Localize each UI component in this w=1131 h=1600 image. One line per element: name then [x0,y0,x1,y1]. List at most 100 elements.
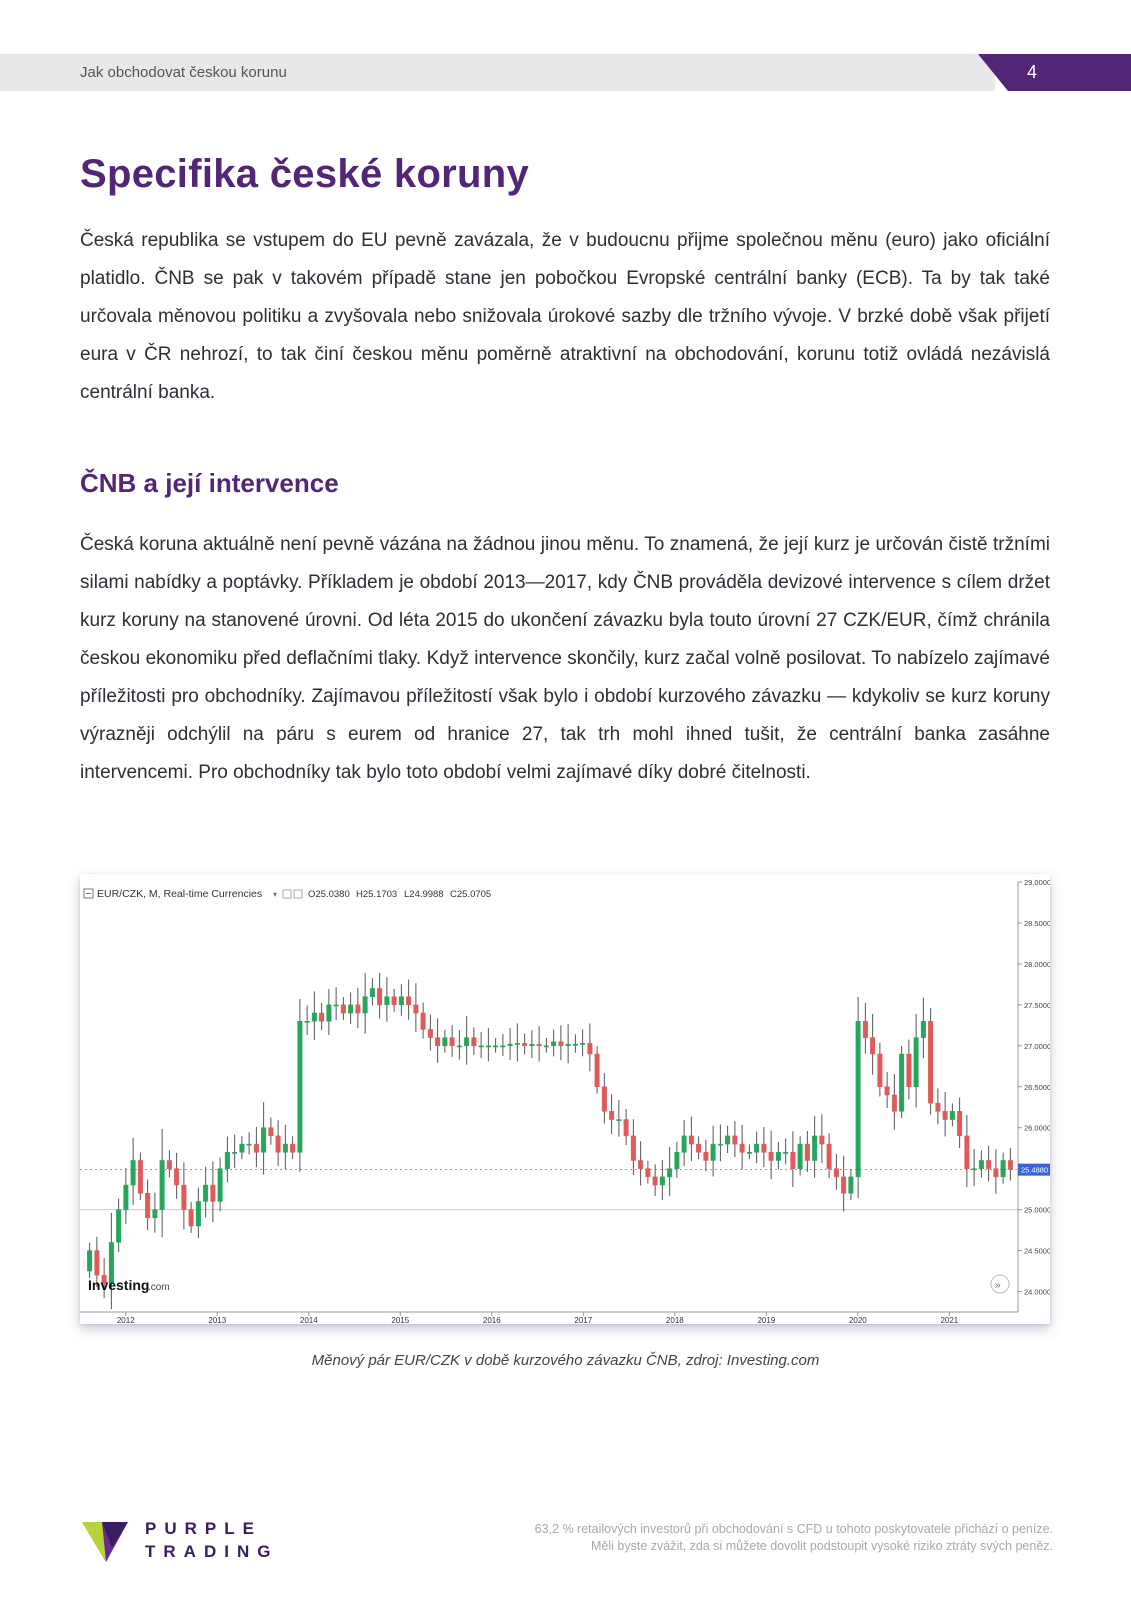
candle-body [145,1192,151,1219]
candle [623,1109,629,1146]
candle [282,1124,288,1170]
candle-body [275,1135,281,1153]
candle [580,1029,586,1057]
candle [543,1037,549,1053]
candle [406,979,412,1020]
candle-body [181,1184,187,1210]
candle [964,1114,970,1188]
candle-body [340,1004,346,1014]
current-price-badge [1018,1163,1050,1176]
candle [275,1120,281,1167]
candle [870,1014,876,1075]
candle [427,1014,433,1051]
candle-body [224,1152,230,1169]
candle-body [703,1152,709,1161]
purple-trading-logo-icon [82,1518,134,1564]
candle-body [420,1012,426,1030]
candle [558,1025,564,1061]
x-tick-label: 2013 [208,1316,226,1324]
candle-body [319,1012,325,1022]
candle-body [514,1043,520,1045]
candle [232,1134,238,1168]
candle [522,1033,528,1055]
candle-body [775,1152,781,1161]
dropdown-icon[interactable]: ▾ [273,890,277,899]
candle-body [500,1045,506,1048]
chart-header: EUR/CZK, M, Real-time Currencies ▾ O25.0… [83,888,491,900]
candle-body [630,1135,636,1161]
candle [862,1002,868,1054]
candle [326,989,332,1035]
candle [891,1073,897,1130]
candle-body [471,1037,477,1047]
candle [101,1258,107,1299]
candle [790,1131,796,1188]
x-tick-label: 2012 [117,1316,135,1324]
candle [500,1034,506,1057]
candle [587,1023,593,1072]
candle-body [377,988,383,1006]
candle-body [899,1053,905,1112]
candle-body [384,996,390,1006]
candle [652,1164,658,1196]
ohlc-high: H25.1703 [356,889,397,900]
risk-disclaimer: 63,2 % retailových investorů při obchodo… [433,1521,1053,1555]
candle [340,996,346,1020]
candle-body [326,1004,332,1022]
collapse-icon[interactable] [83,888,94,899]
candle [565,1024,571,1064]
candle [333,987,339,1021]
candle [594,1046,600,1094]
candle-body [159,1160,165,1210]
candle-body [362,996,368,1014]
candle [145,1179,151,1230]
candle [188,1201,194,1233]
candle-body [210,1184,216,1202]
candle [174,1152,180,1199]
candle [529,1030,535,1059]
candle-body [464,1037,470,1047]
x-tick-label: 2021 [940,1316,958,1324]
candle-body [137,1160,143,1194]
x-tick-label: 2015 [391,1316,409,1324]
candle-body [710,1143,716,1161]
candle-body [812,1135,818,1161]
x-tick-label: 2019 [757,1316,775,1324]
candle [819,1114,825,1164]
candle-body [427,1029,433,1038]
section-heading: ČNB a její intervence [80,468,339,498]
candle [855,996,861,1199]
disclaimer-line-1: 63,2 % retailových investorů při obchodo… [534,1522,1053,1536]
candle-body [435,1037,441,1047]
y-tick-label: 26.0000 [1024,1124,1050,1133]
disclaimer-line-2: Měli byste zvážit, zda si můžete dovolit… [591,1539,1053,1553]
watermark-brand: Investing [88,1277,149,1293]
candle-body [195,1201,201,1227]
candle [210,1161,216,1223]
candle [217,1157,223,1212]
candle [572,1034,578,1053]
candlestick-chart: 29.0000 28.5000 28.0000 27.5000 27.0000 26.50… [80,874,1050,1324]
candle-body [833,1168,839,1178]
candle [268,1117,274,1145]
candle-body [355,1004,361,1014]
candle-body [543,1045,549,1048]
candle [725,1125,731,1153]
candle-body [783,1152,789,1154]
candle [659,1159,665,1200]
candle [507,1028,513,1060]
page-number-tab [978,54,1131,91]
candle-body [768,1152,774,1161]
candle-body [986,1160,992,1169]
candle [485,1028,491,1062]
candle-body [906,1053,912,1088]
hide-icon[interactable] [293,889,303,899]
candle-body [949,1111,955,1120]
settings-icon[interactable] [282,889,292,899]
candle [616,1099,622,1137]
y-tick-label: 28.5000 [1024,919,1050,928]
scroll-to-latest-button[interactable]: » [990,1274,1010,1294]
candle-body [304,1020,310,1023]
ohlc-open: O25.0380 [308,889,350,900]
candle-body [87,1250,93,1272]
